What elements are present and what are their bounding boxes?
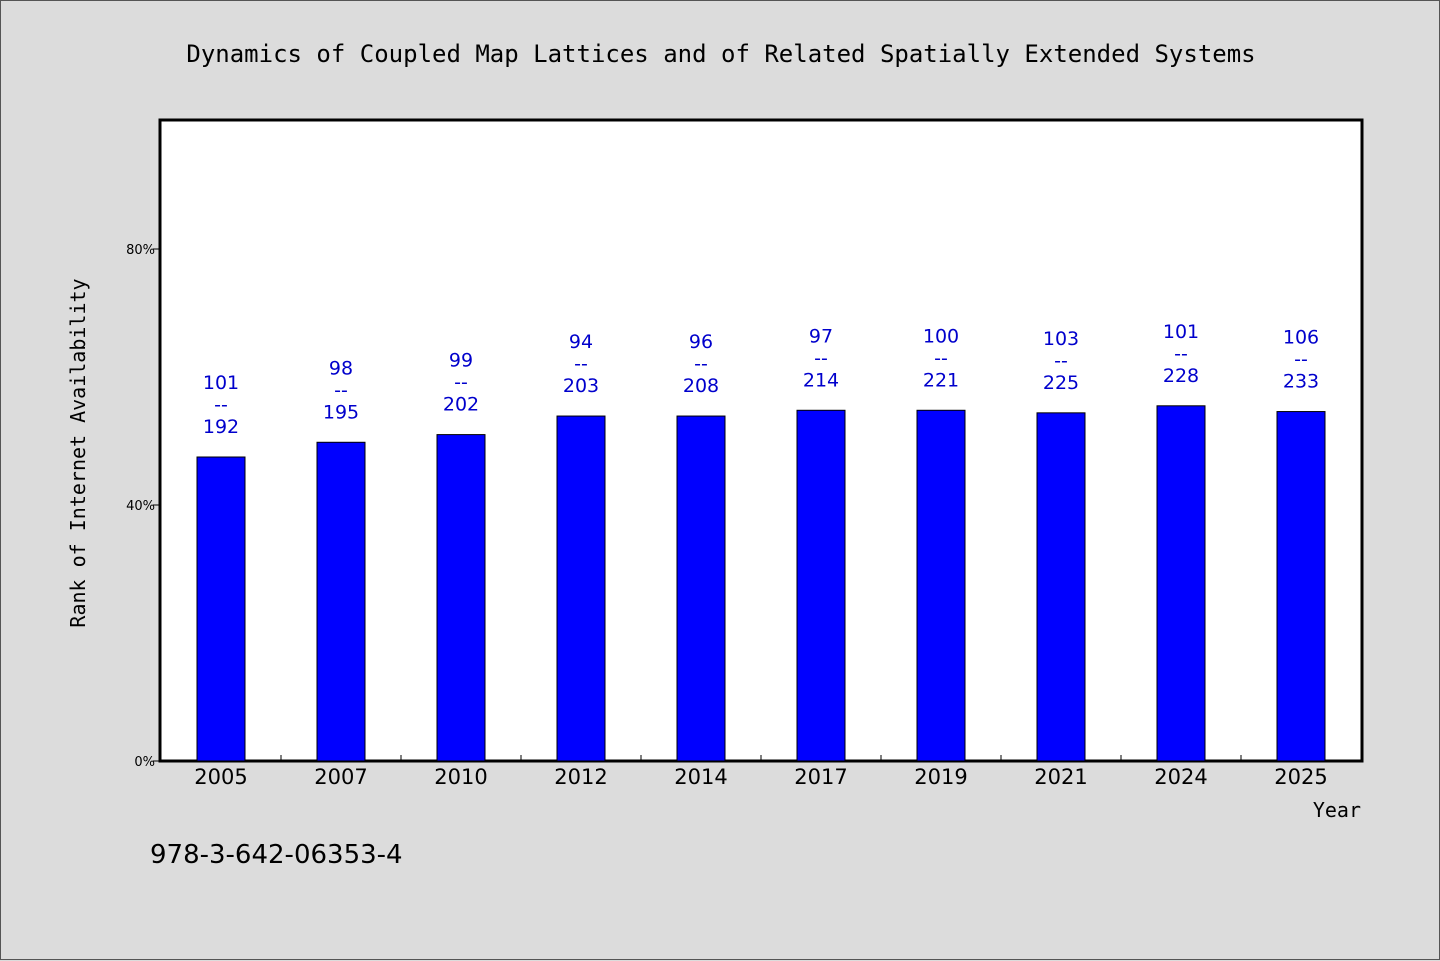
data-label: -- [694,353,708,375]
bar [1276,411,1326,762]
x-tick-label: 2025 [1274,765,1327,789]
data-label: -- [1054,350,1068,372]
bar [916,409,966,762]
data-label: 192 [203,416,239,438]
data-label: 203 [563,375,599,397]
x-tick-label: 2024 [1154,765,1207,789]
x-tick-label: 2021 [1034,765,1087,789]
bar [796,409,846,762]
data-label: 195 [323,401,359,423]
data-label: 101 [203,372,239,394]
bar [1036,412,1086,762]
data-label: 94 [569,331,593,353]
x-tick-label: 2017 [794,765,847,789]
data-label: -- [814,347,828,369]
data-label: 98 [329,357,353,379]
data-label: -- [934,347,948,369]
bar [316,441,366,762]
data-label: -- [454,372,468,394]
bar [676,415,726,762]
data-label: -- [334,379,348,401]
x-tick-label: 2019 [914,765,967,789]
x-tick-label: 2010 [434,765,487,789]
data-label: 96 [689,331,713,353]
x-tick-label: 2012 [554,765,607,789]
data-label: 214 [803,369,839,391]
isbn-footer: 978-3-642-06353-4 [150,840,403,870]
data-label: -- [214,394,228,416]
data-label: 103 [1043,328,1079,350]
bars-layer [196,405,1326,762]
bar [1156,405,1206,762]
y-tick-label: 0% [134,755,155,770]
data-label: 100 [923,325,959,347]
data-label: 106 [1283,327,1319,349]
data-label: 97 [809,325,833,347]
data-label: -- [1174,343,1188,365]
data-label: -- [1294,349,1308,371]
x-tick-label: 2014 [674,765,727,789]
data-label: 202 [443,394,479,416]
x-tick-label: 2005 [194,765,247,789]
y-tick-label: 80% [126,243,155,258]
data-label: 208 [683,375,719,397]
data-label: 233 [1283,371,1319,393]
data-label: 99 [449,350,473,372]
data-label: 225 [1043,372,1079,394]
bar [436,434,486,762]
data-labels-layer: 101--19298--19599--20294--20396--20897--… [203,321,1319,438]
bar [556,415,606,762]
bar [196,456,246,762]
y-axis: 0% 40% 80% [126,243,161,770]
chart-title: Dynamics of Coupled Map Lattices and of … [186,40,1255,68]
data-label: 228 [1163,365,1199,387]
data-label: 101 [1163,321,1199,343]
x-axis-title: Year [1313,798,1361,822]
x-tick-label: 2007 [314,765,367,789]
x-axis: 2005 2007 2010 2012 2014 2017 2019 2021 2024 2025 [194,755,1328,789]
data-label: 221 [923,369,959,391]
y-axis-title: Rank of Internet Availability [66,278,90,627]
y-tick-label: 40% [126,499,155,514]
data-label: -- [574,353,588,375]
